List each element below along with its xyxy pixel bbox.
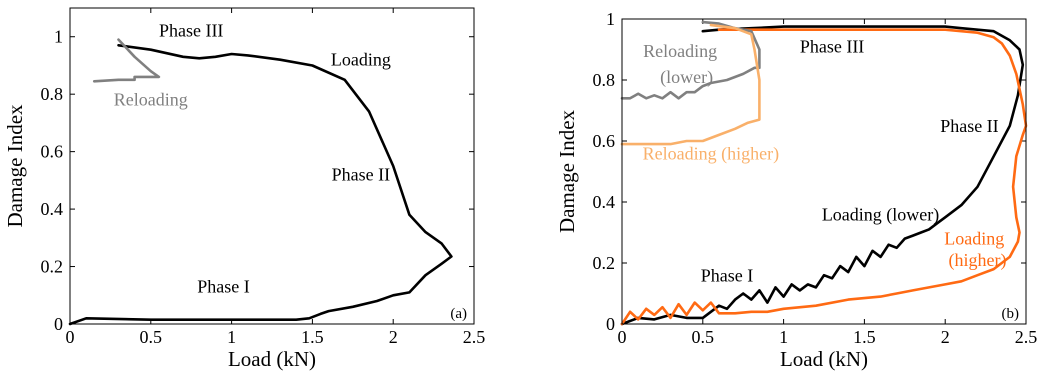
y-tick-label: 1 — [54, 27, 63, 47]
y-tick-label: 0 — [54, 314, 63, 334]
x-tick-label: 1.5 — [301, 327, 324, 347]
series-line-1 — [620, 28, 1028, 326]
annotation-label: Phase II — [332, 164, 390, 184]
x-tick-label: 0 — [618, 327, 627, 347]
annotation-label: Phase I — [701, 265, 754, 285]
plot-frame — [621, 18, 1027, 325]
x-tick-label: 2 — [941, 327, 950, 347]
annotation-label: (higher) — [949, 250, 1007, 271]
y-tick-label: 1 — [606, 9, 615, 29]
annotation-label: (lower) — [660, 67, 713, 88]
x-tick-label: 2.5 — [463, 327, 486, 347]
panel-label: (a) — [450, 306, 467, 322]
x-tick-label: 1 — [779, 327, 788, 347]
series-line-0 — [620, 25, 1025, 326]
x-tick-label: 1 — [227, 327, 236, 347]
x-tick-label: 0.5 — [140, 327, 163, 347]
annotation-label: Loading — [944, 229, 1004, 249]
x-axis-title: Load (kN) — [780, 347, 868, 371]
x-tick-label: 0 — [66, 327, 75, 347]
annotation-label: Phase III — [800, 37, 864, 57]
y-tick-label: 0.6 — [593, 131, 616, 151]
y-tick-label: 0.4 — [41, 199, 64, 219]
y-tick-label: 0.6 — [41, 142, 64, 162]
x-axis-title: Load (kN) — [228, 347, 316, 371]
annotation-label: Loading (lower) — [822, 204, 939, 225]
series-line-1 — [92, 38, 161, 83]
x-tick-label: 0.5 — [692, 327, 715, 347]
y-tick-label: 0.2 — [593, 253, 616, 273]
chart-panel-1: 0 0.5 1 1.5 2 2.5 0 0.2 0.4 0.6 0.8 1 Reloading (lowe… — [555, 9, 1037, 371]
annotation-label: Reloading (higher) — [643, 143, 779, 164]
series-line-2 — [620, 20, 761, 100]
annotation-label: Loading — [331, 49, 391, 69]
y-tick-label: 0.8 — [593, 70, 616, 90]
y-tick-label: 0.2 — [41, 257, 64, 277]
annotation-label: Reloading — [643, 41, 717, 61]
y-axis-title: Damage Index — [555, 109, 579, 233]
panel-label: (b) — [1002, 306, 1020, 322]
annotation-label: Reloading — [114, 90, 188, 110]
annotation-label: Phase II — [940, 116, 998, 136]
x-tick-label: 2 — [389, 327, 398, 347]
y-axis-title: Damage Index — [3, 104, 27, 228]
series-line-3 — [620, 23, 761, 146]
annotation-label: Phase I — [197, 276, 250, 296]
chart-panel-0: 0 0.5 1 1.5 2 2.5 0 0.2 0.4 0.6 0.8 1 Phase III Loadi… — [3, 7, 486, 371]
series-line-0 — [68, 43, 453, 326]
annotation-label: Phase III — [159, 21, 223, 41]
plot-frame — [69, 7, 475, 325]
x-tick-label: 1.5 — [853, 327, 876, 347]
x-tick-label: 2.5 — [1015, 327, 1038, 347]
y-tick-label: 0.8 — [41, 84, 64, 104]
y-tick-label: 0 — [606, 314, 615, 334]
y-tick-label: 0.4 — [593, 192, 616, 212]
